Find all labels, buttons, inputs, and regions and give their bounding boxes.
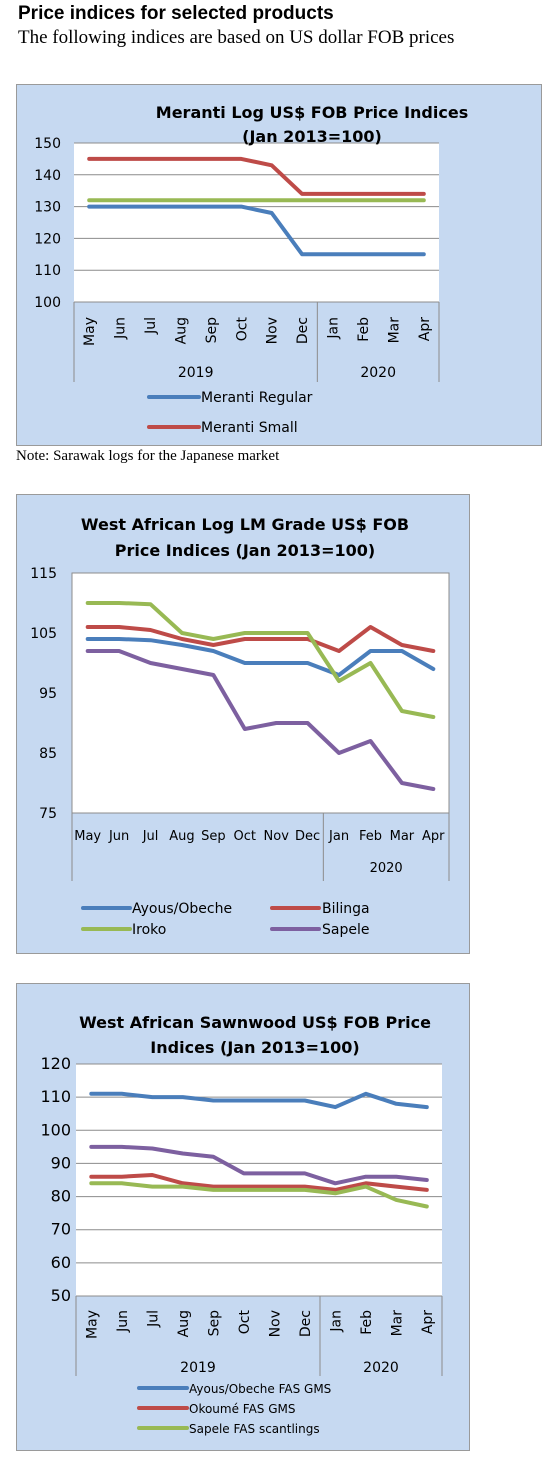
- legend-label: Ayous/Obeche FAS GMS: [189, 1382, 331, 1396]
- legend-label: Okoumé FAS GMS: [189, 1402, 296, 1416]
- legend-label: Ayous/Obeche: [132, 901, 232, 917]
- y-tick-label: 90: [51, 1153, 71, 1172]
- x-tick-label: May: [74, 829, 101, 844]
- series-line: [85, 625, 436, 653]
- x-tick-label: Jun: [115, 1310, 131, 1333]
- x-tick-label: Sep: [201, 829, 226, 844]
- series-line: [85, 649, 436, 791]
- y-tick-label: 140: [34, 168, 61, 184]
- series-line: [85, 637, 436, 677]
- y-tick-label: 130: [34, 200, 61, 216]
- x-tick-label: Feb: [359, 829, 382, 844]
- meranti-chart: 100 110 120 130 140 150 May Jun Jul Aug Sep Oct Nov D…: [34, 103, 468, 436]
- legend-label: Sapele FAS scantlings: [189, 1422, 320, 1436]
- x-tick-label: Nov: [264, 829, 290, 844]
- page-heading: Price indices for selected products: [18, 3, 334, 24]
- x-tick-label: Jun: [113, 317, 129, 340]
- y-tick-label: 115: [30, 566, 57, 582]
- legend-label: Bilinga: [322, 901, 370, 917]
- y-tick-label: 110: [40, 1087, 71, 1106]
- x-tick-label: Oct: [237, 1310, 253, 1335]
- y-tick-label: 95: [39, 686, 57, 702]
- series-line: [87, 204, 426, 257]
- x-tick-label: Aug: [176, 1310, 192, 1337]
- x-tick-label: Jul: [145, 1310, 161, 1328]
- y-tick-label: 120: [40, 1054, 71, 1073]
- west-african-log-chart: 75 85 95 105 115 May Jun Jul Aug Sep Oct Nov Dec Jan F…: [30, 515, 450, 938]
- x-tick-label: Jul: [142, 829, 159, 844]
- y-tick-label: 120: [34, 231, 61, 247]
- x-tick-label: Dec: [295, 317, 311, 344]
- west-african-sawnwood-chart: 50 60 70 80 90 100 110 120 May Jun Jul Aug Sep Oct Nov…: [40, 1013, 443, 1436]
- x-tick-label: Mar: [389, 1310, 405, 1337]
- chart-panel-meranti: 100 110 120 130 140 150 May Jun Jul Aug Sep Oct Nov D…: [16, 84, 542, 446]
- x-tick-label: Jan: [328, 1310, 344, 1333]
- y-tick-label: 75: [39, 806, 57, 822]
- x-tick-label: Dec: [298, 1310, 314, 1337]
- x-tick-label: Oct: [234, 317, 250, 342]
- x-tick-label: Mar: [390, 829, 415, 844]
- y-tick-label: 80: [51, 1187, 71, 1206]
- x-tick-label: Jan: [326, 317, 342, 340]
- x-tick-label: Apr: [422, 829, 445, 844]
- y-tick-label: 50: [51, 1286, 71, 1305]
- chart-subtitle: Price Indices (Jan 2013=100): [115, 541, 375, 560]
- y-tick-label: 85: [39, 746, 57, 762]
- y-tick-label: 110: [34, 263, 61, 279]
- y-tick-label: 150: [34, 136, 61, 152]
- x-tick-label: May: [84, 1310, 100, 1339]
- chart-subtitle: (Jan 2013=100): [242, 127, 382, 146]
- series-line: [85, 601, 436, 719]
- year-label: 2020: [363, 1360, 399, 1376]
- x-tick-label: Mar: [386, 317, 402, 344]
- x-tick-label: Apr: [420, 1310, 436, 1334]
- y-tick-label: 105: [30, 626, 57, 642]
- plot-area: [74, 143, 439, 302]
- series-line: [89, 1173, 429, 1192]
- plot-area: [76, 1064, 442, 1296]
- y-tick-label: 60: [51, 1253, 71, 1272]
- year-label: 2020: [360, 365, 396, 381]
- y-tick-label: 100: [34, 295, 61, 311]
- chart-title: West African Log LM Grade US$ FOB: [81, 515, 409, 534]
- y-tick-label: 70: [51, 1220, 71, 1239]
- chart-title: Meranti Log US$ FOB Price Indices: [156, 103, 468, 122]
- year-label: 2019: [178, 365, 214, 381]
- page-subheading: The following indices are based on US do…: [18, 27, 455, 48]
- series-line: [89, 1181, 429, 1209]
- plot-area: [72, 573, 449, 813]
- year-label: 2020: [370, 861, 403, 876]
- x-tick-label: Nov: [265, 317, 281, 344]
- legend-label: Meranti Small: [201, 420, 298, 436]
- x-tick-label: Jan: [328, 829, 349, 844]
- chart-panel-west-african-log: 75 85 95 105 115 May Jun Jul Aug Sep Oct Nov Dec Jan F…: [16, 494, 470, 954]
- x-tick-label: Dec: [295, 829, 320, 844]
- x-tick-label: Feb: [359, 1310, 375, 1335]
- y-tick-label: 100: [40, 1120, 71, 1139]
- x-tick-label: Nov: [267, 1310, 283, 1337]
- legend-label: Sapele: [322, 922, 369, 938]
- series-line: [89, 1144, 429, 1186]
- x-tick-label: Jun: [108, 829, 129, 844]
- series-line: [87, 156, 426, 196]
- chart-subtitle: Indices (Jan 2013=100): [150, 1038, 359, 1057]
- x-tick-label: Apr: [417, 317, 433, 341]
- x-tick-label: Sep: [204, 317, 220, 344]
- x-tick-label: Jul: [143, 317, 159, 335]
- x-tick-label: Sep: [206, 1310, 222, 1337]
- x-tick-label: Aug: [173, 317, 189, 344]
- chart-panel-west-african-sawnwood: 50 60 70 80 90 100 110 120 May Jun Jul Aug Sep Oct Nov…: [16, 983, 470, 1451]
- x-tick-label: Feb: [356, 317, 372, 342]
- legend-label: Iroko: [132, 922, 166, 938]
- chart-note: Note: Sarawak logs for the Japanese mark…: [16, 448, 280, 464]
- series-line: [89, 1091, 429, 1110]
- x-tick-label: Oct: [234, 829, 256, 844]
- x-tick-label: Aug: [169, 829, 194, 844]
- year-label: 2019: [180, 1360, 216, 1376]
- chart-title: West African Sawnwood US$ FOB Price: [79, 1013, 431, 1032]
- x-tick-label: May: [82, 317, 98, 346]
- legend-label: Meranti Regular: [201, 390, 313, 406]
